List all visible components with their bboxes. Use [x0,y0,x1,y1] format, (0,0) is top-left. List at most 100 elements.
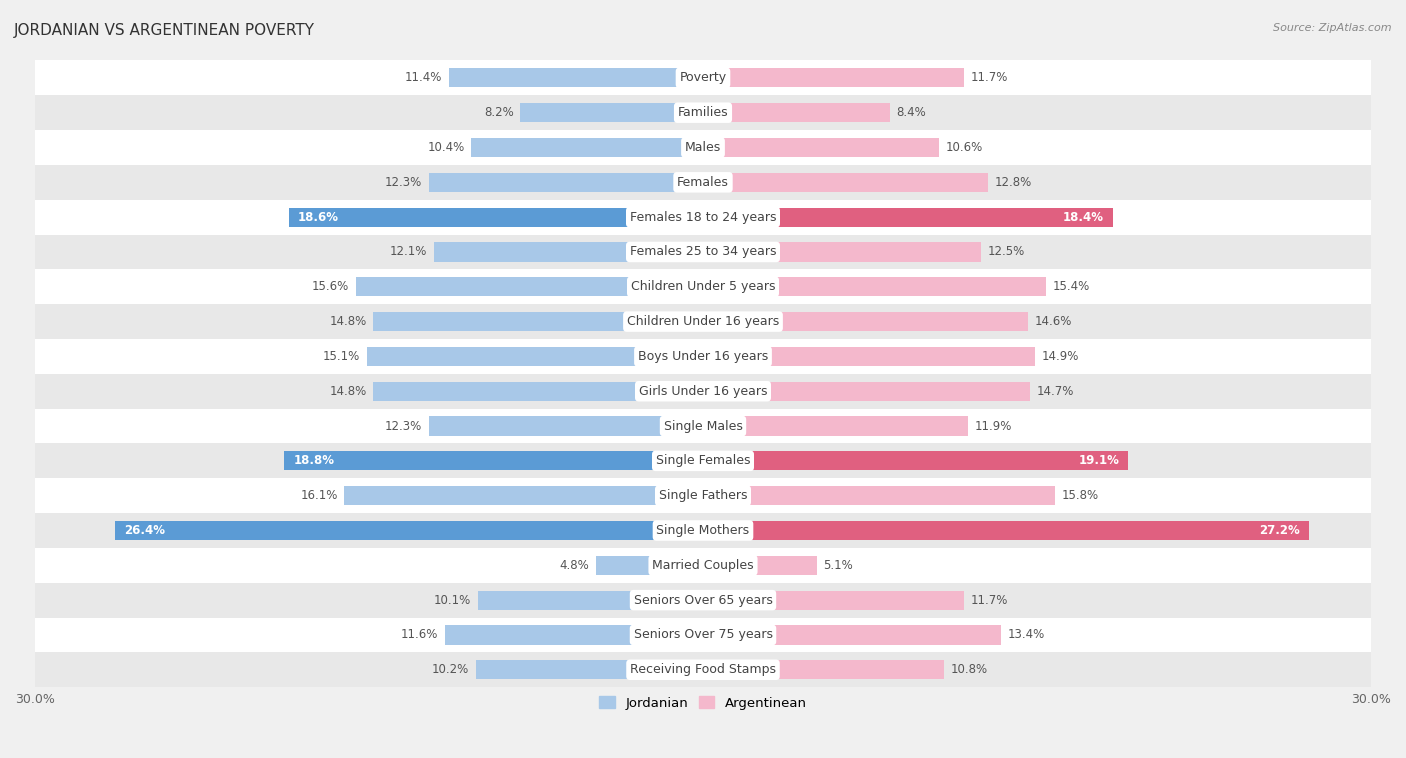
Bar [35,374,1371,409]
Bar [374,312,703,331]
Text: 16.1%: 16.1% [301,489,337,503]
Text: 10.1%: 10.1% [434,594,471,606]
Bar [444,625,703,644]
Bar [703,68,963,87]
Text: 15.8%: 15.8% [1062,489,1098,503]
Bar [471,138,703,157]
Text: Females: Females [678,176,728,189]
Text: 10.6%: 10.6% [946,141,983,154]
Text: JORDANIAN VS ARGENTINEAN POVERTY: JORDANIAN VS ARGENTINEAN POVERTY [14,23,315,38]
Bar [35,304,1371,339]
Text: 19.1%: 19.1% [1078,454,1119,468]
Bar [596,556,703,575]
Bar [35,618,1371,653]
Bar [35,234,1371,269]
Text: 26.4%: 26.4% [124,524,165,537]
Text: 14.6%: 14.6% [1035,315,1073,328]
Bar [35,61,1371,96]
Bar [35,269,1371,304]
Bar [35,653,1371,688]
Bar [703,173,988,192]
Bar [703,451,1129,471]
Text: Seniors Over 75 years: Seniors Over 75 years [634,628,772,641]
Bar [433,243,703,262]
Text: 12.8%: 12.8% [994,176,1032,189]
Text: 11.4%: 11.4% [405,71,443,84]
Text: 10.2%: 10.2% [432,663,470,676]
Text: 14.8%: 14.8% [329,315,367,328]
Bar [35,443,1371,478]
Text: 11.9%: 11.9% [974,419,1012,433]
Bar [356,277,703,296]
Text: 13.4%: 13.4% [1008,628,1045,641]
Bar [35,409,1371,443]
Text: 18.4%: 18.4% [1063,211,1104,224]
Text: Single Mothers: Single Mothers [657,524,749,537]
Text: Families: Families [678,106,728,119]
Bar [475,660,703,679]
Bar [284,451,703,471]
Text: 27.2%: 27.2% [1258,524,1299,537]
Text: Boys Under 16 years: Boys Under 16 years [638,350,768,363]
Bar [703,382,1031,401]
Bar [367,347,703,366]
Text: Males: Males [685,141,721,154]
Text: 18.6%: 18.6% [298,211,339,224]
Text: Seniors Over 65 years: Seniors Over 65 years [634,594,772,606]
Text: 4.8%: 4.8% [560,559,589,572]
Bar [374,382,703,401]
Text: Single Males: Single Males [664,419,742,433]
Bar [703,347,1035,366]
Bar [703,103,890,122]
Text: Females 18 to 24 years: Females 18 to 24 years [630,211,776,224]
Text: Receiving Food Stamps: Receiving Food Stamps [630,663,776,676]
Text: 12.1%: 12.1% [389,246,427,258]
Text: Poverty: Poverty [679,71,727,84]
Text: 10.4%: 10.4% [427,141,465,154]
Text: 11.7%: 11.7% [970,594,1008,606]
Text: Children Under 5 years: Children Under 5 years [631,280,775,293]
Legend: Jordanian, Argentinean: Jordanian, Argentinean [593,691,813,715]
Text: Married Couples: Married Couples [652,559,754,572]
Text: 11.6%: 11.6% [401,628,439,641]
Text: Source: ZipAtlas.com: Source: ZipAtlas.com [1274,23,1392,33]
Text: 14.8%: 14.8% [329,385,367,398]
Bar [703,243,981,262]
Bar [344,486,703,506]
Bar [703,625,1001,644]
Bar [703,521,1309,540]
Text: 14.9%: 14.9% [1042,350,1078,363]
Text: 12.3%: 12.3% [385,176,422,189]
Bar [35,583,1371,618]
Bar [703,277,1046,296]
Bar [703,556,817,575]
Bar [703,416,967,436]
Bar [35,513,1371,548]
Bar [703,312,1028,331]
Bar [35,130,1371,165]
Text: Females 25 to 34 years: Females 25 to 34 years [630,246,776,258]
Bar [520,103,703,122]
Bar [703,590,963,609]
Text: Girls Under 16 years: Girls Under 16 years [638,385,768,398]
Text: 14.7%: 14.7% [1038,385,1074,398]
Bar [703,660,943,679]
Bar [429,416,703,436]
Bar [703,138,939,157]
Bar [35,548,1371,583]
Bar [35,96,1371,130]
Bar [35,165,1371,200]
Bar [703,208,1112,227]
Text: 15.1%: 15.1% [323,350,360,363]
Bar [35,200,1371,234]
Text: 18.8%: 18.8% [294,454,335,468]
Text: 10.8%: 10.8% [950,663,987,676]
Bar [429,173,703,192]
Text: 12.5%: 12.5% [988,246,1025,258]
Bar [703,486,1054,506]
Text: 12.3%: 12.3% [385,419,422,433]
Text: 5.1%: 5.1% [824,559,853,572]
Text: Single Females: Single Females [655,454,751,468]
Text: 8.2%: 8.2% [484,106,513,119]
Bar [288,208,703,227]
